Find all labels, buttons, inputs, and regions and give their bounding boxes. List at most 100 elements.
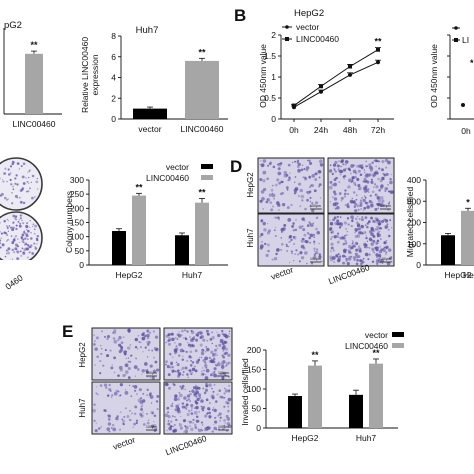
colony [6, 240, 8, 242]
micro-e-huh7-vector-cell [124, 389, 127, 391]
micro-d-hepg2-linc-cell [385, 166, 388, 169]
micro-d-hepg2-vector-cell [296, 159, 300, 163]
colony [20, 165, 23, 168]
micro-e-huh7-vector-cell [151, 424, 155, 428]
colony [36, 239, 39, 242]
colony [22, 162, 26, 166]
micro-e-huh7-linc-cell [185, 425, 189, 430]
micro-d-hepg2-linc-cell [366, 205, 370, 209]
micro-d-huh7-vector-cell [309, 223, 314, 227]
micro-e-huh7-linc-cell [218, 412, 222, 416]
colony [35, 180, 39, 184]
micro-d-hepg2-linc-cell [368, 165, 373, 170]
micro-d-hepg2-linc-cell [374, 159, 378, 163]
micro-e-huh7-vector-cell [107, 418, 111, 421]
micro-d-hepg2-vector-cell [276, 201, 280, 205]
d-ytick-label: 100 [407, 239, 421, 249]
micro-d-huh7-linc-cell [354, 245, 356, 248]
colony-dishes [0, 157, 43, 260]
micro-e-hepg2-linc-cell [200, 351, 205, 356]
micro-e-huh7-linc-cell [213, 408, 217, 413]
micro-e-hepg2-linc-cell [169, 354, 172, 356]
micro-e-huh7-linc-cell [178, 423, 183, 427]
micro-e-hepg2-vector-cell [139, 341, 142, 344]
micro-d-hepg2-vector-cell [261, 197, 265, 201]
micro-d-huh7-vector-cell [292, 236, 295, 239]
micro-d-huh7-linc-cell [364, 252, 369, 257]
micro-e-hepg2-linc-cell [177, 334, 182, 338]
micro-d-hepg2-linc-cell [371, 167, 374, 170]
micro-d-huh7-vector-cell [281, 231, 283, 233]
micro-d-huh7-vector-cell [302, 246, 306, 250]
micro-e-hepg2-vector-cell [101, 330, 103, 333]
micro-d-hepg2-vector-cell [287, 163, 291, 167]
micro-e-hepg2-vector-cell [99, 359, 102, 363]
micro-d-hepg2-linc-cell [384, 189, 387, 192]
panel-a-ylabel: Relative LINC00460 expression [80, 37, 100, 113]
colony [0, 230, 1, 233]
micro-d-hepg2-vector-cell [270, 161, 272, 164]
colony [6, 180, 8, 183]
micro-d-huh7-vector-cell [292, 222, 295, 225]
micro-d-huh7-linc-cell [358, 249, 362, 253]
micro-d-hepg2-vector-cell [267, 164, 270, 167]
micro-e-hepg2-linc-cell [205, 366, 208, 369]
colony [9, 178, 12, 182]
micro-e-hepg2-vector-cell [118, 350, 122, 354]
micro-e-hepg2-vector-cell [127, 328, 131, 333]
d-bar-0-1 [461, 210, 474, 265]
micro-d-huh7-vector-cell [306, 231, 310, 235]
micro-d-hepg2-vector-cell [286, 206, 290, 210]
micro-d-hepg2-vector-cell [311, 174, 316, 178]
micro-d-hepg2-linc-cell [390, 173, 392, 176]
micro-d-hepg2-vector-cell [260, 160, 262, 162]
panel-d-col-vector: vector [269, 264, 294, 281]
micro-e-huh7-vector-cell [98, 427, 101, 430]
micro-e-hepg2-linc-cell [168, 337, 171, 340]
micro-d-huh7-linc-cell [352, 256, 356, 260]
micro-e-hepg2-linc-cell [184, 366, 188, 370]
micro-d-huh7-linc-cell [378, 227, 381, 230]
micro-e-huh7-linc-cell [184, 425, 187, 428]
micro-d-hepg2-linc-cell [356, 204, 360, 208]
micro-e-huh7-vector-cell [108, 430, 111, 433]
micro-d-hepg2-linc-cell [367, 191, 370, 193]
e-bar-0-1 [308, 365, 322, 428]
micro-e-huh7-vector-cell [146, 413, 148, 415]
micro-d-hepg2-linc-cell [384, 158, 389, 163]
micro-d-huh7-linc-cell [341, 223, 344, 225]
micro-d-hepg2-vector-cell [262, 187, 267, 192]
micro-d-hepg2-linc-cell [329, 180, 333, 184]
micro-d-huh7-linc-cell [353, 258, 356, 261]
micro-e-huh7-linc-cell [185, 403, 189, 407]
colony [16, 238, 19, 240]
colony [19, 222, 22, 225]
micro-e-hepg2-linc-cell [211, 335, 215, 340]
colony [9, 165, 13, 168]
micro-e-hepg2-vector-cell [99, 344, 102, 347]
micro-e-huh7-linc-cell [227, 423, 230, 426]
micro-d-huh7-linc-cell [379, 230, 381, 232]
micro-e-hepg2-linc-cell [201, 367, 204, 369]
micro-d-huh7-linc-cell [359, 262, 363, 266]
micro-d-huh7-vector-cell [274, 235, 277, 237]
micro-e-huh7-vector-cell [156, 395, 160, 398]
micro-d-huh7-vector-cell [308, 236, 311, 240]
micro-e-hepg2-linc-cell [225, 341, 227, 343]
colony [26, 238, 29, 241]
micro-e-huh7-linc-cell [195, 401, 198, 404]
colony [10, 235, 13, 238]
micro-d-hepg2-vector-cell [317, 170, 322, 174]
micro-d-hepg2-linc-cell [356, 177, 360, 181]
micro-e-hepg2-vector-cell [112, 337, 116, 340]
colony [26, 180, 29, 183]
micro-e-huh7-linc-cell [223, 419, 226, 422]
micro-d-huh7-linc-cell [380, 227, 383, 230]
panel-b: B HepG2 OD 450nm value 0 0.5 1 1.5 2 0h 24h 48h… [234, 6, 474, 136]
micro-e-hepg2-vector-cell [153, 356, 155, 359]
micro-d-hepg2-vector-cell [285, 173, 289, 177]
micro-d-huh7-vector-cell [289, 241, 291, 243]
c-legend-label-vector: vector [166, 162, 189, 172]
micro-e-hepg2-vector-cell [156, 368, 160, 372]
micro-d-hepg2-vector-cell [294, 160, 296, 163]
